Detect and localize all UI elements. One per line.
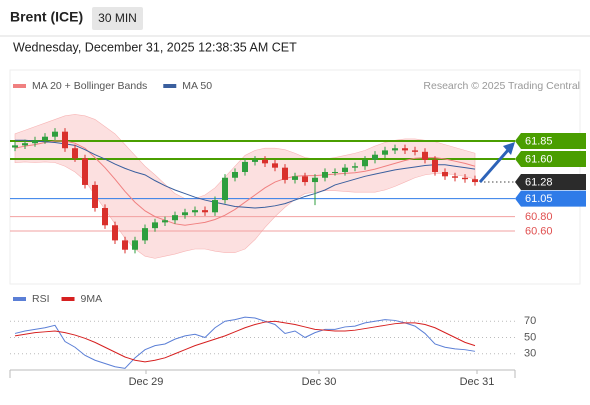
arrow-head [503,142,515,155]
candle-body [42,136,48,141]
candle-body [442,171,448,177]
candle-body [292,176,298,180]
legend-swatch [61,297,75,301]
candle-body [112,225,118,241]
candle-body [412,150,418,152]
level-tag [515,174,586,191]
candle-body [432,159,438,172]
candle-body [172,215,178,221]
instrument-title: Brent (ICE) [10,9,83,25]
level-label: 60.60 [525,225,553,237]
candle-body [132,240,138,250]
candle-body [362,159,368,167]
level-tag [515,190,586,207]
candle-body [472,179,478,183]
candle-body [62,131,68,149]
candle-body [422,151,428,160]
level-label: 61.28 [525,176,553,188]
timestamp: Wednesday, December 31, 2025 12:38:35 AM… [13,40,297,54]
candle-body [122,240,128,250]
candle-body [12,145,18,148]
y-tick-label: 50 [524,331,536,343]
candle-body [152,222,158,229]
candle-body [142,228,148,241]
candle-body [272,163,278,168]
candle-body [202,210,208,213]
candle-body [72,148,78,159]
candle-body [392,148,398,151]
level-label: 60.80 [525,211,553,223]
legend-label: 9MA [81,293,103,305]
legend-swatch [13,84,26,88]
candle-body [262,159,268,164]
candle-body [302,176,308,183]
y-tick-label: 70 [524,315,536,327]
candle-body [222,177,228,201]
candle-body [252,159,258,162]
candle-body [82,158,88,185]
interval-button[interactable] [92,7,143,30]
candle-body [452,176,458,178]
candle-body [52,131,58,137]
candle-body [182,212,188,216]
rsi-line [14,320,476,363]
x-tick-label: Dec 30 [302,376,337,388]
level-tag [515,133,586,150]
candle-body [242,161,248,172]
candle-body [312,177,318,183]
legend-swatch [13,297,26,301]
candle-body [322,171,328,178]
candle-body [332,171,338,173]
rsi-line [14,316,476,369]
level-label: 61.05 [525,193,553,205]
candle-body [162,220,168,223]
candle-body [462,177,468,180]
interval-label: 30 MIN [98,11,137,25]
candle-body [102,207,108,226]
legend-label: RSI [32,293,50,305]
candle-body [32,140,38,144]
ma20-line [14,140,476,226]
projection-arrow [478,148,511,184]
candle-body [352,166,358,168]
level-tag [515,151,586,168]
candle-body [382,150,388,155]
legend-label: MA 50 [182,80,212,92]
candle-body [372,154,378,160]
candle-body [232,171,238,178]
ma50-line [15,139,476,209]
copyright: Research © 2025 Trading Central [423,80,580,92]
candle-body [22,143,28,146]
candle-body [282,167,288,180]
candle-body [192,210,198,213]
candle-body [212,200,218,213]
level-label: 61.60 [525,153,553,165]
legend-label: MA 20 + Bollinger Bands [32,80,147,92]
candle-body [92,184,98,208]
candle-body [342,167,348,172]
x-tick-label: Dec 31 [460,376,495,388]
level-label: 61.85 [525,135,553,147]
legend-swatch [163,84,177,88]
x-tick-label: Dec 29 [129,376,164,388]
y-tick-label: 30 [524,348,536,360]
candle-body [402,148,408,151]
